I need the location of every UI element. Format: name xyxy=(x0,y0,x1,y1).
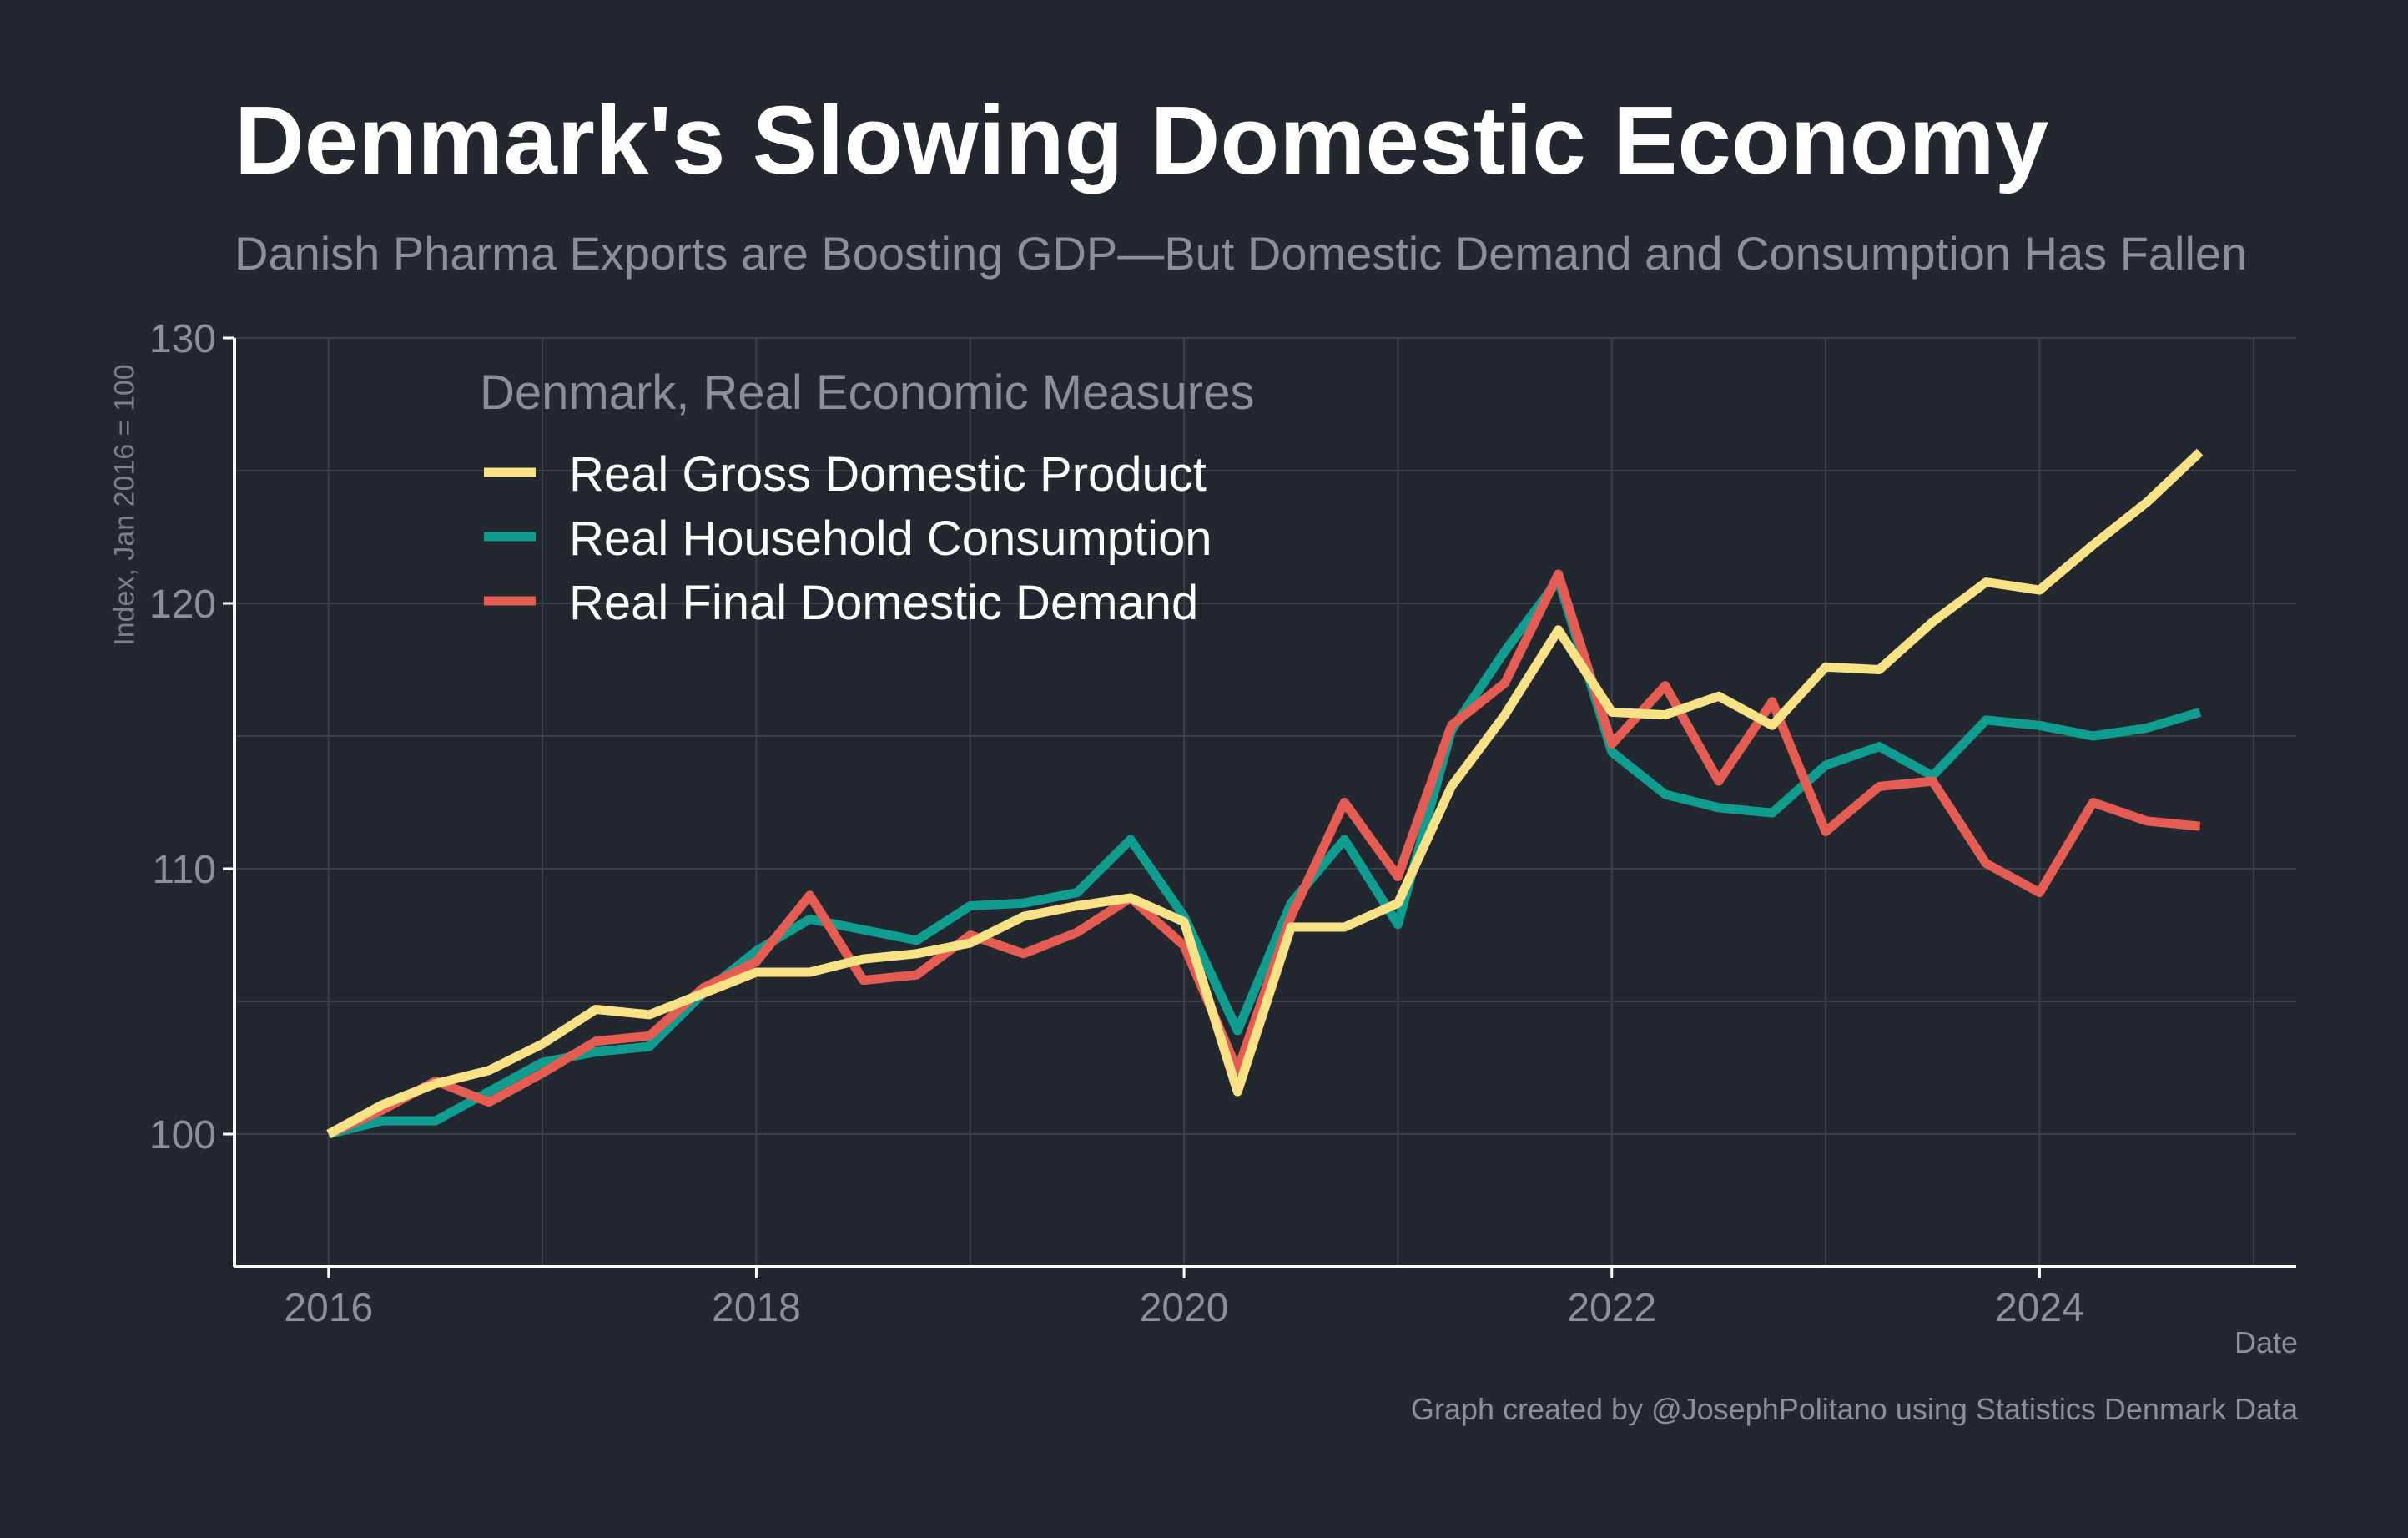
y-tick-label: 130 xyxy=(149,317,216,361)
y-axis-label: Index, Jan 2016 = 100 xyxy=(108,364,141,646)
source-caption: Graph created by @JosephPolitano using S… xyxy=(1410,1392,2298,1426)
chart-subtitle: Danish Pharma Exports are Boosting GDP—B… xyxy=(234,227,2248,280)
grid-lines xyxy=(234,337,2296,1268)
x-tick-label: 2020 xyxy=(1140,1286,1229,1330)
tick-labels: 100 110 120 130 2016 2018 2020 2022 2024 xyxy=(149,317,2084,1330)
y-tick-label: 100 xyxy=(149,1113,216,1157)
legend: Denmark, Real Economic Measures Real Gro… xyxy=(480,366,1254,630)
x-tick-label: 2022 xyxy=(1567,1286,1656,1330)
axes xyxy=(223,336,2296,1278)
legend-title: Denmark, Real Economic Measures xyxy=(480,366,1254,420)
legend-label: Real Gross Domestic Product xyxy=(569,447,1207,502)
legend-label: Real Final Domestic Demand xyxy=(569,576,1198,630)
x-tick-label: 2018 xyxy=(712,1286,801,1330)
series-line-real-gross-domestic-product xyxy=(326,448,2204,1138)
chart-title: Denmark's Slowing Domestic Economy xyxy=(234,86,2049,194)
y-tick-label: 120 xyxy=(149,582,216,627)
legend-label: Real Household Consumption xyxy=(569,512,1212,566)
x-tick-label: 2016 xyxy=(284,1286,373,1330)
x-axis-label: Date xyxy=(2234,1325,2298,1359)
series-line-real-household-consumption xyxy=(327,574,2202,1139)
series-lines xyxy=(326,448,2204,1139)
y-tick-label: 110 xyxy=(152,848,216,892)
x-tick-label: 2024 xyxy=(1995,1286,2084,1330)
series-line-real-final-domestic-demand xyxy=(326,569,2201,1139)
